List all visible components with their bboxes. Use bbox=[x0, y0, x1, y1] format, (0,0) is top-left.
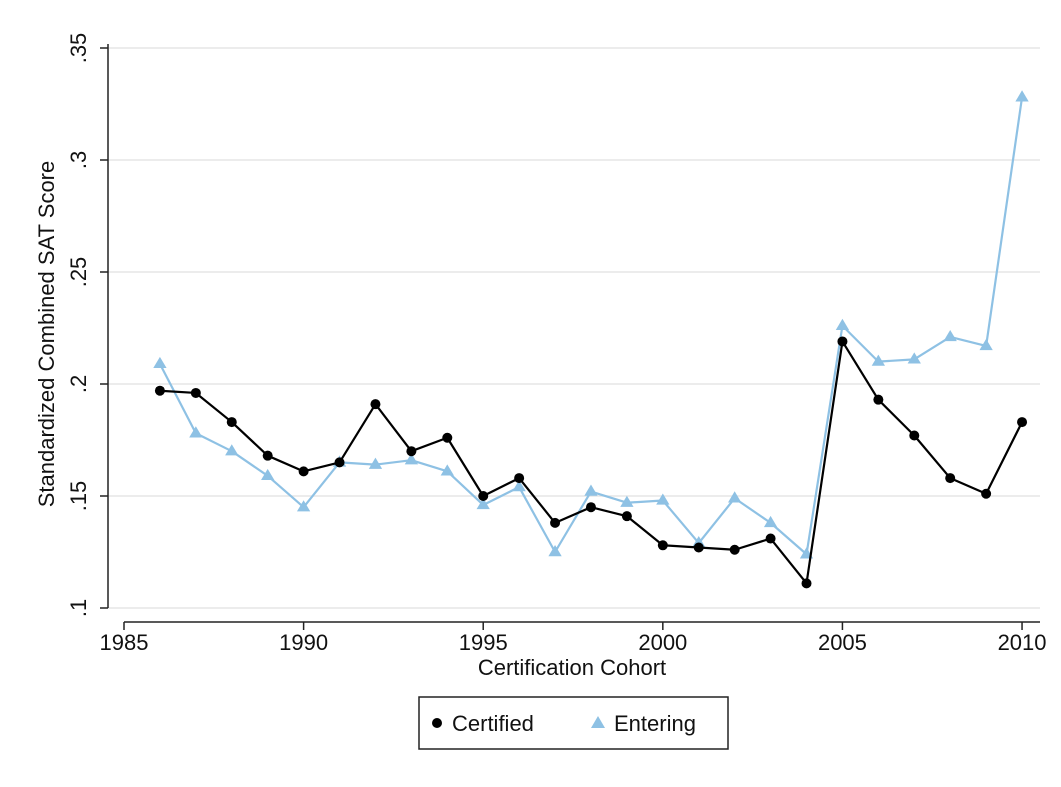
data-point-entering bbox=[871, 354, 886, 366]
x-tick-label: 1995 bbox=[459, 630, 508, 655]
data-point-certified bbox=[909, 430, 920, 441]
data-point-certified bbox=[334, 457, 345, 468]
data-point-entering bbox=[979, 338, 993, 351]
data-point-entering bbox=[620, 495, 634, 507]
legend: Certified Entering bbox=[418, 696, 729, 750]
data-point-entering bbox=[728, 491, 742, 503]
data-point-entering bbox=[440, 464, 454, 476]
data-point-certified bbox=[585, 502, 596, 513]
data-point-certified bbox=[406, 446, 417, 457]
legend-marker-certified bbox=[432, 718, 442, 728]
x-axis-title: Certification Cohort bbox=[478, 655, 666, 680]
data-point-certified bbox=[370, 399, 381, 410]
x-tick-label: 2000 bbox=[638, 630, 687, 655]
y-tick-label: .1 bbox=[66, 599, 91, 617]
x-tick-label: 1990 bbox=[279, 630, 328, 655]
y-tick-label: .25 bbox=[66, 257, 91, 288]
data-point-entering bbox=[1015, 90, 1029, 102]
y-tick-label: .2 bbox=[66, 375, 91, 393]
x-tick-label: 1985 bbox=[100, 630, 149, 655]
gridlines bbox=[108, 47, 1040, 609]
data-point-certified bbox=[621, 511, 632, 522]
data-point-entering bbox=[584, 484, 598, 496]
data-point-entering bbox=[153, 356, 167, 369]
data-point-entering bbox=[368, 457, 383, 469]
data-point-certified bbox=[190, 387, 201, 398]
y-axis-title: Standardized Combined SAT Score bbox=[34, 161, 59, 508]
series-line-certified bbox=[159, 340, 1024, 585]
data-point-certified bbox=[514, 473, 525, 484]
y-tick-label: .35 bbox=[66, 33, 91, 64]
data-point-certified bbox=[550, 517, 561, 528]
data-point-certified bbox=[262, 450, 273, 461]
data-point-entering bbox=[296, 500, 311, 512]
y-tick-label: .15 bbox=[66, 481, 91, 512]
data-point-entering bbox=[512, 480, 526, 492]
data-point-certified bbox=[226, 417, 237, 428]
data-point-certified bbox=[729, 544, 740, 555]
legend-label-certified: Certified bbox=[452, 711, 534, 736]
data-point-entering bbox=[225, 444, 239, 456]
data-point-entering bbox=[548, 545, 562, 557]
data-point-certified bbox=[945, 473, 956, 484]
y-tick-label: .3 bbox=[66, 151, 91, 169]
data-point-certified bbox=[657, 540, 668, 551]
data-point-certified bbox=[837, 336, 848, 347]
legend-box bbox=[418, 696, 729, 750]
data-point-certified bbox=[873, 394, 884, 405]
data-point-certified bbox=[765, 533, 776, 544]
data-point-certified bbox=[1017, 417, 1028, 428]
x-tick-label: 2005 bbox=[818, 630, 867, 655]
legend-marker-entering bbox=[591, 716, 605, 728]
data-point-entering bbox=[763, 515, 778, 528]
data-point-certified bbox=[154, 385, 165, 396]
data-point-entering bbox=[907, 352, 921, 364]
series-entering bbox=[153, 90, 1029, 559]
series-layer bbox=[153, 90, 1029, 589]
data-point-entering bbox=[261, 468, 275, 481]
data-point-certified bbox=[981, 488, 992, 499]
data-point-certified bbox=[693, 542, 704, 553]
axes: .1 .15 .2 .25 .3 .35 1985 1990 1995 2000 2005 2010 bbox=[66, 33, 1047, 655]
data-point-certified bbox=[478, 491, 489, 501]
legend-label-entering: Entering bbox=[614, 711, 696, 736]
data-point-entering bbox=[943, 329, 957, 342]
data-point-entering bbox=[404, 453, 419, 465]
data-point-entering bbox=[476, 497, 490, 510]
data-point-entering bbox=[835, 318, 850, 330]
data-point-entering bbox=[189, 426, 203, 438]
data-point-certified bbox=[801, 578, 812, 589]
data-point-entering bbox=[656, 493, 670, 505]
data-point-certified bbox=[442, 432, 453, 443]
x-tick-label: 2010 bbox=[998, 630, 1047, 655]
data-point-certified bbox=[298, 466, 309, 477]
series-certified bbox=[154, 336, 1028, 589]
